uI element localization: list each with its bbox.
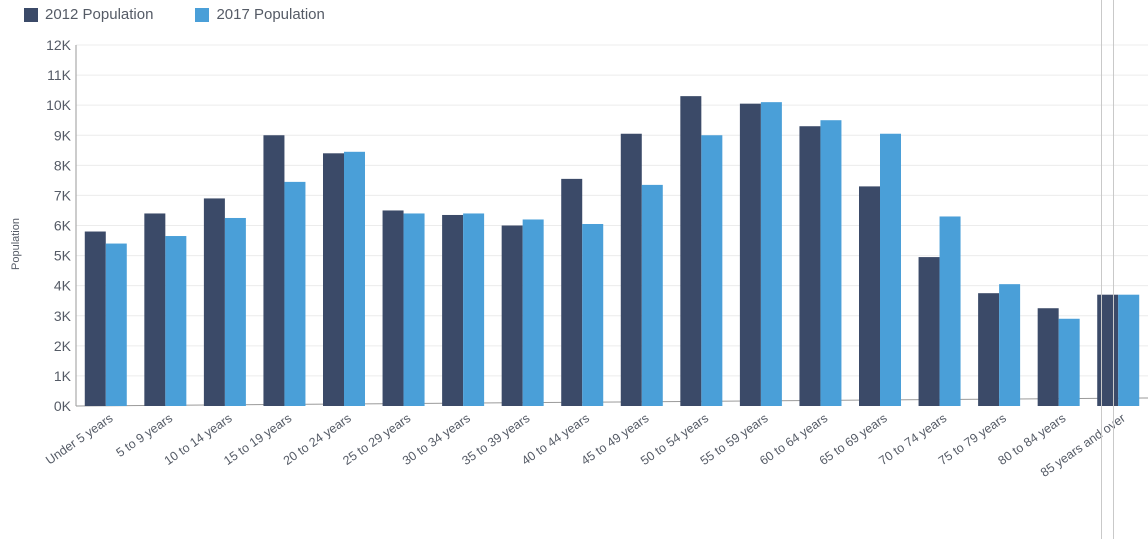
bar-2017 [641,184,663,406]
y-tick-label: 5K [54,248,72,264]
bar-2017 [820,120,842,406]
bar-2012 [680,96,702,407]
bar-2012 [144,213,166,406]
bar-2017 [344,151,365,406]
bar-2017 [1058,318,1080,406]
y-tick-label: 2K [54,338,72,354]
bar-2017 [1118,294,1140,406]
legend-swatch-2017 [195,7,210,22]
y-tick-label: 1K [54,368,72,384]
y-tick-label: 4K [54,278,72,294]
bar-2012 [561,178,583,406]
legend-item-2017[interactable]: 2017 Population [195,6,325,23]
bar-2012 [739,103,761,406]
bar-2012 [918,257,940,406]
frame-line-right [1113,0,1114,539]
bar-2017 [880,133,901,406]
bar-2017 [582,223,604,406]
y-tick-label: 0K [54,398,72,414]
bar-2012 [1097,294,1119,406]
bar-2017 [701,135,723,406]
bar-2012 [203,198,225,406]
legend: 2012 Population 2017 Population [24,6,325,23]
bar-2012 [1037,308,1059,406]
y-tick-label: 11K [47,67,72,83]
bar-2017 [463,213,485,406]
bar-2012 [442,214,464,406]
y-tick-label: 6K [54,218,72,234]
x-tick-label: Under 5 years [43,411,115,468]
bar-2017 [999,284,1021,406]
legend-label-2012: 2012 Population [45,6,154,23]
legend-item-2012[interactable]: 2012 Population [24,6,153,23]
bar-2012 [382,210,404,406]
y-tick-label: 12K [46,37,72,53]
frame-line-left [1101,0,1102,539]
y-tick-label: 7K [54,187,72,203]
bar-2017 [105,243,127,406]
bar-2012 [84,231,106,406]
bar-2017 [224,217,246,406]
legend-swatch-2012 [24,7,38,22]
bar-2017 [284,181,306,406]
bar-2017 [522,219,544,406]
bar-2012 [263,135,285,406]
bar-2017 [939,216,961,406]
x-axis-line [75,397,1148,407]
bar-2012 [978,293,1000,406]
y-tick-label: 3K [54,308,72,324]
bar-2012 [620,133,642,406]
bar-2017 [165,236,187,406]
bar-2012 [859,186,880,406]
legend-label-2017: 2017 Population [216,6,325,23]
bar-2017 [760,102,782,407]
bar-2012 [799,126,821,406]
bar-2012 [501,225,523,406]
bar-2017 [403,213,425,406]
y-tick-label: 9K [54,127,72,143]
y-tick-label: 10K [46,97,72,113]
y-tick-label: 8K [54,157,72,173]
bar-2012 [323,153,344,406]
